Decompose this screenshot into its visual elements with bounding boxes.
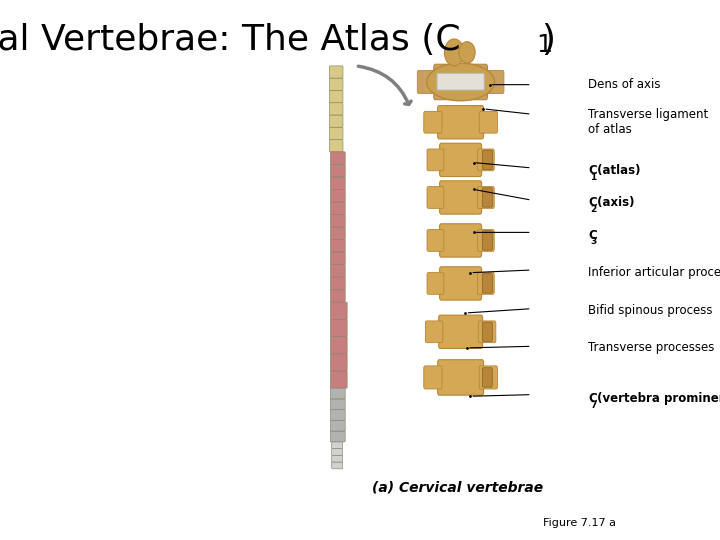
FancyBboxPatch shape xyxy=(332,449,343,455)
FancyBboxPatch shape xyxy=(330,410,345,421)
Text: 7: 7 xyxy=(590,401,596,410)
FancyBboxPatch shape xyxy=(482,231,492,250)
FancyBboxPatch shape xyxy=(330,177,345,190)
FancyBboxPatch shape xyxy=(329,139,343,152)
Text: Inferior articular process: Inferior articular process xyxy=(588,266,720,279)
FancyBboxPatch shape xyxy=(440,224,482,257)
FancyBboxPatch shape xyxy=(330,190,345,202)
Text: Transverse ligament
of atlas: Transverse ligament of atlas xyxy=(588,108,708,136)
FancyBboxPatch shape xyxy=(330,336,347,354)
FancyBboxPatch shape xyxy=(332,455,343,462)
Text: ): ) xyxy=(541,23,555,57)
FancyBboxPatch shape xyxy=(433,64,487,100)
Ellipse shape xyxy=(444,39,464,66)
FancyBboxPatch shape xyxy=(330,214,345,227)
Text: Cervical Vertebrae: The Atlas (C: Cervical Vertebrae: The Atlas (C xyxy=(0,23,461,57)
FancyBboxPatch shape xyxy=(482,322,492,341)
FancyBboxPatch shape xyxy=(330,227,345,240)
FancyBboxPatch shape xyxy=(437,73,485,90)
FancyBboxPatch shape xyxy=(426,321,443,343)
FancyBboxPatch shape xyxy=(330,265,345,277)
FancyBboxPatch shape xyxy=(330,277,345,289)
FancyBboxPatch shape xyxy=(330,320,347,336)
FancyBboxPatch shape xyxy=(480,111,498,133)
FancyBboxPatch shape xyxy=(332,442,343,449)
FancyBboxPatch shape xyxy=(330,399,345,410)
Text: Bifid spinous process: Bifid spinous process xyxy=(588,304,713,317)
Text: 3: 3 xyxy=(590,237,596,246)
Text: Transverse processes: Transverse processes xyxy=(588,341,715,354)
Text: 2: 2 xyxy=(590,205,596,214)
FancyBboxPatch shape xyxy=(480,366,498,389)
Text: Dens of axis: Dens of axis xyxy=(588,78,661,91)
FancyBboxPatch shape xyxy=(427,230,444,251)
FancyBboxPatch shape xyxy=(482,368,492,387)
FancyBboxPatch shape xyxy=(477,230,494,251)
Text: C: C xyxy=(588,393,597,406)
FancyBboxPatch shape xyxy=(482,150,492,170)
FancyBboxPatch shape xyxy=(330,152,345,164)
Text: (a) Cervical vertebrae: (a) Cervical vertebrae xyxy=(372,481,543,495)
FancyBboxPatch shape xyxy=(330,371,347,388)
FancyBboxPatch shape xyxy=(440,181,482,214)
FancyBboxPatch shape xyxy=(478,321,496,343)
FancyBboxPatch shape xyxy=(329,103,343,115)
Text: (vertebra prominens): (vertebra prominens) xyxy=(593,393,720,406)
Text: 1: 1 xyxy=(590,173,596,181)
FancyBboxPatch shape xyxy=(477,149,494,171)
Text: C: C xyxy=(588,228,597,241)
FancyBboxPatch shape xyxy=(440,267,482,300)
FancyBboxPatch shape xyxy=(329,78,343,90)
Ellipse shape xyxy=(459,42,475,63)
Text: (atlas): (atlas) xyxy=(593,164,641,177)
Text: C: C xyxy=(588,164,597,177)
FancyBboxPatch shape xyxy=(482,274,492,293)
FancyBboxPatch shape xyxy=(330,164,345,177)
FancyBboxPatch shape xyxy=(330,354,347,371)
FancyBboxPatch shape xyxy=(438,360,484,395)
FancyBboxPatch shape xyxy=(427,273,444,294)
FancyBboxPatch shape xyxy=(418,70,438,93)
Text: Figure 7.17 a: Figure 7.17 a xyxy=(543,518,616,528)
FancyBboxPatch shape xyxy=(332,462,343,469)
FancyBboxPatch shape xyxy=(427,149,444,171)
FancyBboxPatch shape xyxy=(330,302,347,320)
FancyBboxPatch shape xyxy=(483,70,504,93)
FancyBboxPatch shape xyxy=(438,315,482,348)
Text: (axis): (axis) xyxy=(593,197,635,210)
FancyBboxPatch shape xyxy=(482,188,492,207)
FancyBboxPatch shape xyxy=(330,289,345,302)
FancyBboxPatch shape xyxy=(424,111,442,133)
FancyBboxPatch shape xyxy=(329,127,343,139)
FancyBboxPatch shape xyxy=(330,240,345,252)
FancyBboxPatch shape xyxy=(477,187,494,208)
Text: 1: 1 xyxy=(536,32,553,57)
FancyBboxPatch shape xyxy=(440,143,482,177)
FancyBboxPatch shape xyxy=(427,187,444,208)
Text: C: C xyxy=(588,197,597,210)
FancyBboxPatch shape xyxy=(330,388,345,399)
FancyBboxPatch shape xyxy=(330,252,345,265)
Ellipse shape xyxy=(427,63,495,101)
FancyBboxPatch shape xyxy=(424,366,442,389)
FancyBboxPatch shape xyxy=(330,431,345,442)
FancyBboxPatch shape xyxy=(329,115,343,127)
FancyBboxPatch shape xyxy=(438,106,484,139)
FancyBboxPatch shape xyxy=(330,202,345,214)
FancyBboxPatch shape xyxy=(477,273,494,294)
FancyBboxPatch shape xyxy=(329,66,343,78)
FancyBboxPatch shape xyxy=(329,90,343,103)
FancyBboxPatch shape xyxy=(330,421,345,431)
